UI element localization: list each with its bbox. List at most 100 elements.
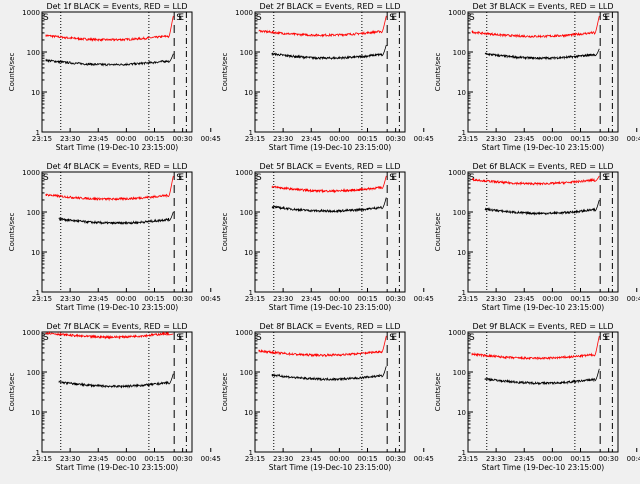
x-tick-label: 23:30: [60, 455, 80, 463]
start-marker-label: S: [602, 333, 608, 343]
events-series-line: [58, 211, 174, 226]
plot-frame: [254, 331, 406, 453]
events-series-line: [58, 373, 174, 389]
start-marker-label: S: [176, 173, 182, 183]
x-tick-label: 00:30: [386, 135, 406, 143]
x-tick-label: 23:30: [273, 295, 293, 303]
x-tick-label: 23:30: [60, 135, 80, 143]
start-marker-label: S: [602, 13, 608, 23]
chart-title: Det 6f BLACK = Events, RED = LLD: [472, 162, 613, 171]
lld-series-line: [258, 15, 387, 38]
x-tick-label: 00:45: [627, 295, 640, 303]
y-tick-label: 1: [36, 449, 40, 457]
plot-frame: [467, 11, 619, 133]
y-tick-label: 10: [31, 249, 40, 257]
x-tick-label: 00:15: [144, 295, 164, 303]
chart-title: Det 3f BLACK = Events, RED = LLD: [472, 2, 613, 11]
start-marker-label: S: [256, 333, 262, 343]
lld-series-line: [45, 331, 174, 340]
chart-title: Det 2f BLACK = Events, RED = LLD: [259, 2, 400, 11]
y-tick-label: 1: [249, 289, 253, 297]
y-tick-label: 1: [462, 129, 466, 137]
x-tick-label: 00:30: [173, 295, 193, 303]
x-tick-label: 00:45: [201, 455, 221, 463]
y-tick-label: 10: [457, 409, 466, 417]
start-marker-label: S: [176, 13, 182, 23]
y-axis-label: Counts/sec: [221, 373, 229, 412]
y-axis-label: Counts/sec: [434, 53, 442, 92]
x-tick-label: 00:15: [144, 135, 164, 143]
events-series-line: [271, 366, 387, 382]
x-tick-label: 00:30: [386, 295, 406, 303]
x-tick-label: 00:00: [329, 455, 349, 463]
lld-series-line: [271, 175, 387, 194]
x-tick-label: 00:15: [144, 455, 164, 463]
x-tick-label: 00:45: [201, 295, 221, 303]
y-tick-label: 100: [27, 49, 40, 57]
x-tick-label: 23:45: [88, 135, 108, 143]
x-tick-label: 00:45: [414, 295, 434, 303]
x-tick-label: 00:45: [627, 135, 640, 143]
lld-series-line: [45, 15, 174, 42]
x-tick-label: 00:00: [116, 455, 136, 463]
chart-title: Det 1f BLACK = Events, RED = LLD: [46, 2, 187, 11]
chart-panel: Det 2f BLACK = Events, RED = LLD 1 10 100 10…: [221, 2, 434, 152]
y-tick-label: 1000: [448, 9, 466, 17]
x-axis-label: Start Time (19-Dec-10 23:15:00): [269, 143, 391, 152]
x-tick-label: 00:15: [357, 135, 377, 143]
end-marker-label: E: [604, 333, 610, 343]
x-tick-label: 00:30: [173, 455, 193, 463]
x-axis-label: Start Time (19-Dec-10 23:15:00): [56, 303, 178, 312]
end-marker-label: E: [391, 173, 397, 183]
plot-frame: [41, 331, 193, 453]
y-tick-label: 10: [31, 89, 40, 97]
x-axis-label: Start Time (19-Dec-10 23:15:00): [56, 143, 178, 152]
x-tick-label: 00:00: [542, 135, 562, 143]
start-marker-label: S: [176, 333, 182, 343]
x-tick-label: 00:15: [357, 295, 377, 303]
y-axis-label: Counts/sec: [8, 213, 16, 252]
plot-frame: [41, 171, 193, 293]
start-marker-label: S: [389, 13, 395, 23]
lld-series-line: [258, 335, 387, 358]
x-tick-label: 00:30: [386, 455, 406, 463]
x-tick-label: 23:15: [458, 135, 478, 143]
chart-panel: Det 8f BLACK = Events, RED = LLD 1 10 100 10…: [221, 322, 434, 472]
end-marker-label: E: [178, 173, 184, 183]
chart-title: Det 4f BLACK = Events, RED = LLD: [46, 162, 187, 171]
x-tick-label: 23:45: [301, 135, 321, 143]
x-tick-label: 00:15: [570, 295, 590, 303]
x-tick-label: 23:30: [273, 135, 293, 143]
x-tick-label: 23:15: [458, 455, 478, 463]
start-marker-label: S: [256, 13, 262, 23]
x-tick-label: 00:30: [599, 135, 619, 143]
x-tick-label: 00:30: [173, 135, 193, 143]
start-marker-label: S: [43, 13, 49, 23]
x-axis-label: Start Time (19-Dec-10 23:15:00): [482, 303, 604, 312]
y-tick-label: 100: [453, 369, 466, 377]
y-tick-label: 1000: [22, 9, 40, 17]
x-tick-label: 23:15: [32, 455, 52, 463]
x-axis-label: Start Time (19-Dec-10 23:15:00): [269, 463, 391, 472]
x-tick-label: 23:45: [301, 295, 321, 303]
x-tick-label: 00:45: [627, 455, 640, 463]
start-marker-label: S: [469, 173, 475, 183]
end-marker-label: E: [391, 333, 397, 343]
y-axis-label: Counts/sec: [434, 373, 442, 412]
y-tick-label: 100: [453, 49, 466, 57]
lld-series-line: [45, 175, 174, 202]
lld-series-line: [471, 175, 600, 187]
plot-frame: [467, 331, 619, 453]
y-tick-label: 1000: [22, 169, 40, 177]
x-axis-label: Start Time (19-Dec-10 23:15:00): [269, 303, 391, 312]
start-marker-label: S: [43, 173, 49, 183]
x-tick-label: 00:45: [201, 135, 221, 143]
x-tick-label: 23:15: [458, 295, 478, 303]
y-tick-label: 1: [462, 289, 466, 297]
y-tick-label: 10: [244, 89, 253, 97]
y-tick-label: 1: [36, 289, 40, 297]
y-tick-label: 1: [36, 129, 40, 137]
x-tick-label: 23:30: [60, 295, 80, 303]
x-axis-label: Start Time (19-Dec-10 23:15:00): [482, 463, 604, 472]
start-marker-label: S: [43, 333, 49, 343]
